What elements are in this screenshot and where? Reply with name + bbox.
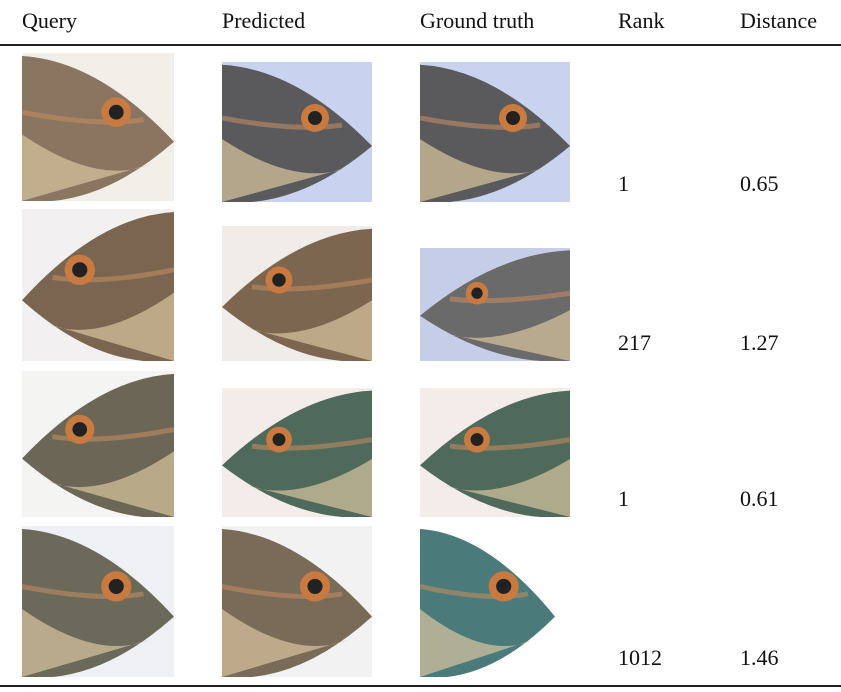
rank: 1 — [618, 171, 629, 196]
distance: 0.65 — [740, 171, 779, 196]
distance: 0.61 — [740, 486, 779, 511]
header: Predicted — [222, 8, 306, 33]
spacer — [0, 0, 841, 1]
fish-image — [222, 388, 372, 517]
fish-image — [420, 388, 570, 517]
rank: 1 — [618, 486, 629, 511]
rank: 217 — [618, 330, 651, 355]
fish-image — [22, 209, 174, 361]
fish-image — [22, 371, 174, 517]
fish-image — [420, 248, 570, 361]
fish-image — [22, 526, 174, 677]
header: Distance — [740, 8, 817, 33]
fish-image — [22, 53, 174, 201]
fish-image — [222, 526, 372, 677]
distance: 1.27 — [740, 330, 779, 355]
bottom-rule — [0, 685, 841, 687]
header: Rank — [618, 8, 665, 33]
fish-image — [222, 62, 372, 202]
header: Ground truth — [420, 8, 535, 33]
header: Query — [22, 8, 77, 33]
fish-image — [222, 226, 372, 361]
header-rule — [0, 44, 841, 46]
fish-image — [420, 526, 555, 677]
fish-image — [420, 62, 570, 202]
distance: 1.46 — [740, 645, 779, 670]
rank: 1012 — [618, 645, 662, 670]
